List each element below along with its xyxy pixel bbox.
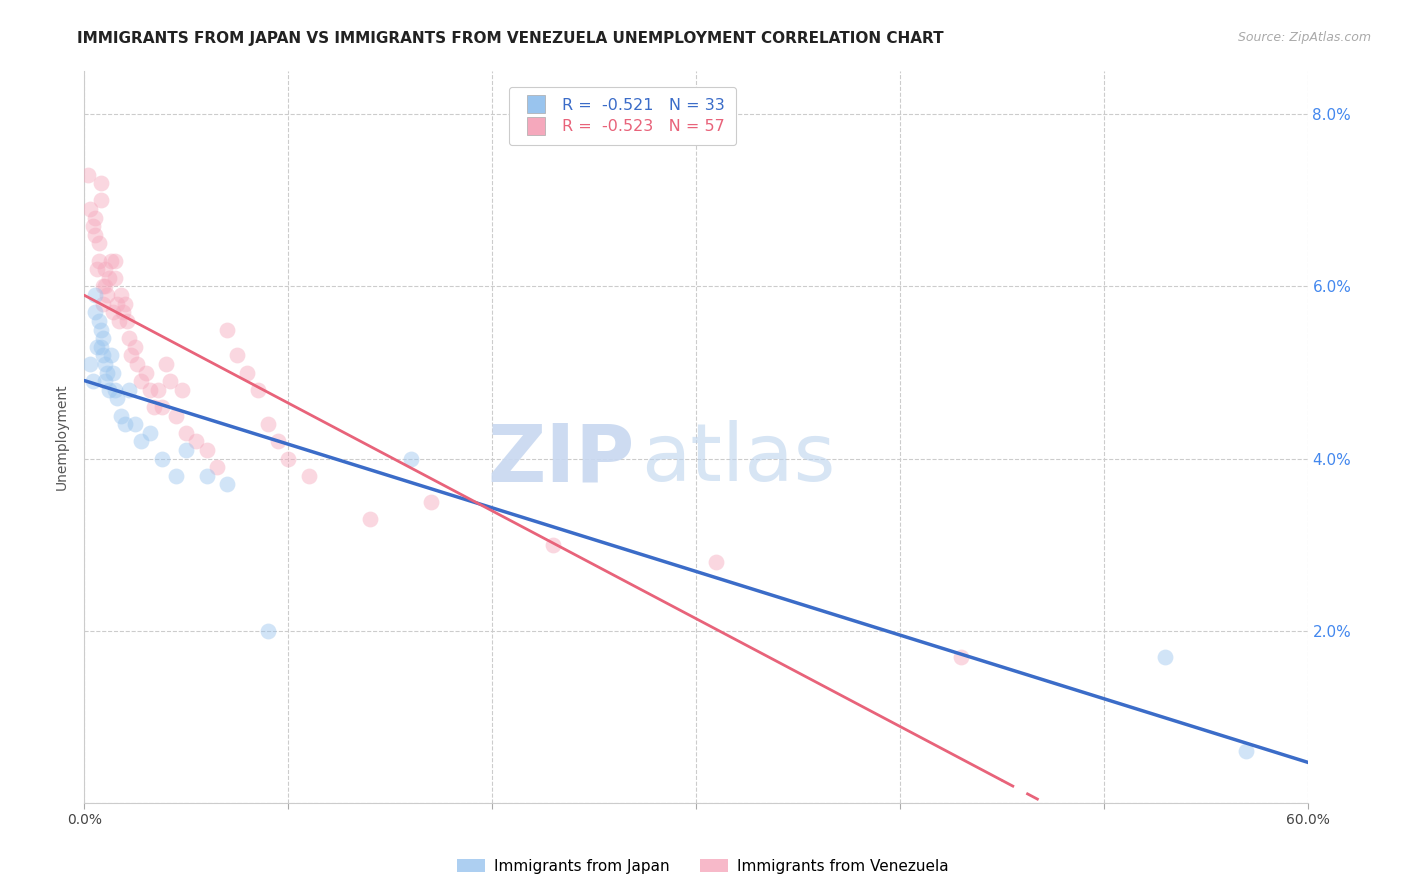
Point	[108, 314, 131, 328]
Point	[90, 322, 112, 336]
Point	[155, 357, 177, 371]
Point	[90, 340, 112, 354]
Point	[118, 383, 141, 397]
Point	[205, 460, 228, 475]
Y-axis label: Unemployment: Unemployment	[55, 384, 69, 491]
Point	[83, 227, 105, 242]
Point	[82, 374, 104, 388]
Point	[142, 400, 165, 414]
Point	[83, 211, 105, 225]
Text: Source: ZipAtlas.com: Source: ZipAtlas.com	[1237, 31, 1371, 45]
Point	[87, 236, 110, 251]
Point	[186, 434, 208, 449]
Point	[1154, 649, 1177, 664]
Point	[96, 366, 118, 380]
Point	[150, 400, 173, 414]
Point	[110, 409, 132, 423]
Point	[104, 253, 127, 268]
Point	[77, 168, 100, 182]
Point	[124, 417, 146, 432]
Point	[131, 374, 153, 388]
Point	[101, 305, 124, 319]
Point	[101, 366, 124, 380]
Point	[165, 468, 187, 483]
Text: atlas: atlas	[641, 420, 835, 498]
Point	[1236, 744, 1258, 758]
Point	[87, 253, 110, 268]
Point	[257, 417, 280, 432]
Text: ZIP: ZIP	[488, 420, 636, 498]
Point	[159, 374, 181, 388]
Point	[298, 468, 321, 483]
Point	[105, 392, 128, 406]
Point	[112, 305, 135, 319]
Point	[359, 512, 381, 526]
Point	[79, 202, 101, 216]
Point	[97, 383, 120, 397]
Point	[87, 314, 110, 328]
Point	[217, 477, 239, 491]
Point	[100, 348, 122, 362]
Point	[120, 348, 142, 362]
Point	[91, 279, 114, 293]
Point	[195, 442, 218, 457]
Point	[138, 383, 160, 397]
Point	[79, 357, 101, 371]
Point	[236, 366, 259, 380]
Point	[706, 555, 728, 569]
Point	[93, 374, 115, 388]
Point	[105, 296, 128, 310]
Text: IMMIGRANTS FROM JAPAN VS IMMIGRANTS FROM VENEZUELA UNEMPLOYMENT CORRELATION CHAR: IMMIGRANTS FROM JAPAN VS IMMIGRANTS FROM…	[77, 31, 943, 46]
Point	[217, 322, 239, 336]
Point	[124, 340, 146, 354]
Point	[91, 296, 114, 310]
Point	[226, 348, 249, 362]
Point	[277, 451, 299, 466]
Point	[127, 357, 149, 371]
Point	[135, 366, 157, 380]
Point	[131, 434, 153, 449]
Point	[83, 288, 105, 302]
Point	[83, 305, 105, 319]
Point	[174, 425, 197, 440]
Point	[267, 434, 290, 449]
Point	[110, 288, 132, 302]
Legend: Immigrants from Japan, Immigrants from Venezuela: Immigrants from Japan, Immigrants from V…	[451, 853, 955, 880]
Point	[93, 279, 115, 293]
Point	[97, 271, 120, 285]
Point	[114, 296, 136, 310]
Point	[115, 314, 138, 328]
Point	[138, 425, 160, 440]
Point	[246, 383, 269, 397]
Legend: R =  -0.521   N = 33, R =  -0.523   N = 57: R = -0.521 N = 33, R = -0.523 N = 57	[509, 87, 735, 145]
Point	[146, 383, 169, 397]
Point	[104, 271, 127, 285]
Point	[104, 383, 127, 397]
Point	[100, 253, 122, 268]
Point	[114, 417, 136, 432]
Point	[950, 649, 973, 664]
Point	[86, 340, 108, 354]
Point	[96, 288, 118, 302]
Point	[174, 442, 197, 457]
Point	[195, 468, 218, 483]
Point	[543, 538, 565, 552]
Point	[118, 331, 141, 345]
Point	[165, 409, 187, 423]
Point	[93, 262, 115, 277]
Point	[91, 331, 114, 345]
Point	[90, 194, 112, 208]
Point	[172, 383, 194, 397]
Point	[82, 219, 104, 234]
Point	[399, 451, 422, 466]
Point	[420, 494, 443, 508]
Point	[150, 451, 173, 466]
Point	[86, 262, 108, 277]
Point	[91, 348, 114, 362]
Point	[90, 176, 112, 190]
Point	[93, 357, 115, 371]
Point	[257, 624, 280, 638]
